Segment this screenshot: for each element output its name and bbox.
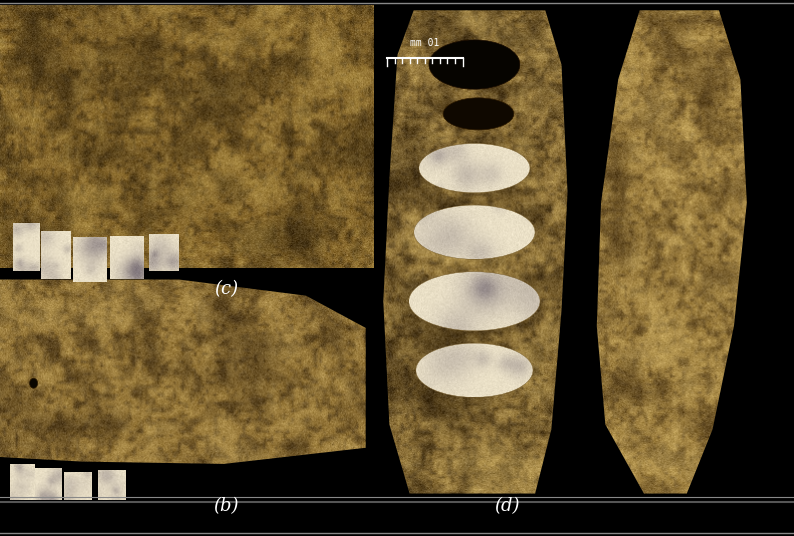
PathPatch shape xyxy=(0,280,366,464)
Text: (d): (d) xyxy=(494,497,519,516)
Text: (b): (b) xyxy=(214,497,239,516)
Text: (c): (c) xyxy=(214,280,238,299)
FancyBboxPatch shape xyxy=(580,5,794,498)
PathPatch shape xyxy=(0,18,373,226)
PathPatch shape xyxy=(384,10,568,494)
PathPatch shape xyxy=(597,10,747,494)
Ellipse shape xyxy=(29,378,37,388)
FancyBboxPatch shape xyxy=(0,5,373,268)
Ellipse shape xyxy=(429,40,520,89)
Ellipse shape xyxy=(443,98,514,130)
FancyBboxPatch shape xyxy=(0,268,373,498)
Text: mm 01: mm 01 xyxy=(410,38,439,48)
FancyBboxPatch shape xyxy=(0,500,794,536)
FancyBboxPatch shape xyxy=(373,5,576,498)
